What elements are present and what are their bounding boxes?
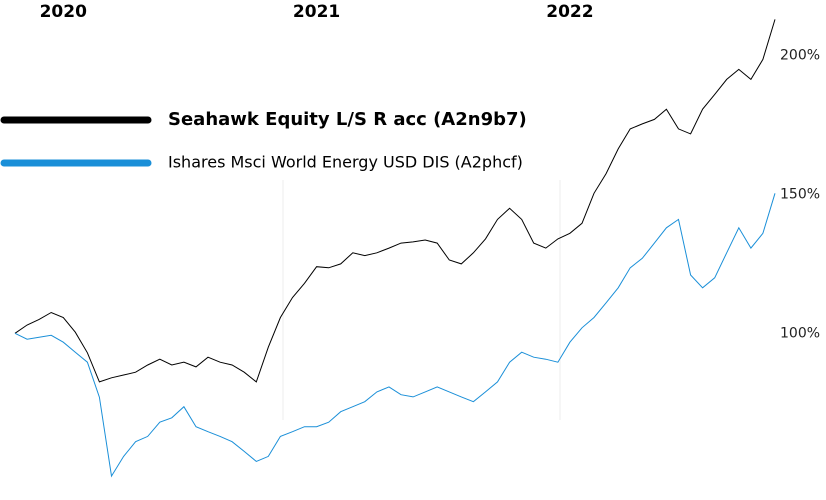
legend-label: Seahawk Equity L/S R acc (A2n9b7) (168, 109, 527, 130)
x-tick-label: 2020 (40, 2, 87, 22)
y-tick-label: 100% (780, 325, 820, 341)
y-tick-label: 150% (780, 186, 820, 202)
x-tick-label: 2021 (293, 2, 340, 22)
y-tick-label: 200% (780, 48, 820, 64)
series-line (14, 193, 776, 478)
x-tick-label: 2022 (546, 2, 593, 22)
series-line (14, 19, 776, 383)
legend-label: Ishares Msci World Energy USD DIS (A2phc… (168, 153, 523, 172)
